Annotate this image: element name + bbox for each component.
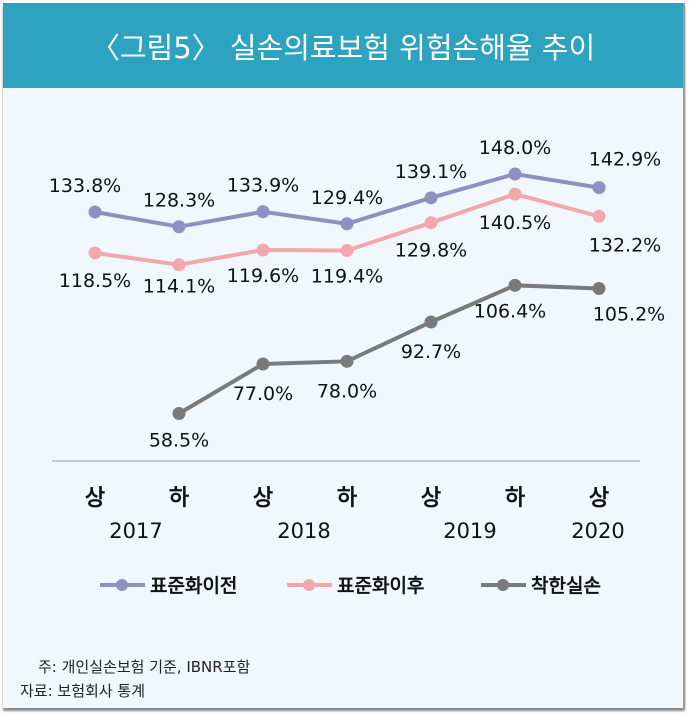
year-label: 2018 (277, 519, 330, 543)
data-label: 119.6% (227, 265, 299, 287)
data-point (592, 282, 606, 296)
data-point (592, 209, 606, 223)
data-point (88, 246, 102, 260)
data-label: 148.0% (479, 137, 551, 159)
data-point (172, 220, 186, 234)
data-point (340, 354, 354, 368)
data-label: 58.5% (149, 430, 209, 452)
data-point (172, 407, 186, 421)
legend-label: 표준화이전 (150, 575, 237, 597)
legend-marker (497, 579, 509, 591)
data-point (424, 315, 438, 329)
year-label: 2017 (109, 519, 162, 543)
source-note: 자료: 보험회사 통계 (20, 682, 145, 700)
data-label: 118.5% (59, 270, 131, 292)
data-label: 142.9% (589, 149, 661, 171)
data-label: 129.8% (395, 240, 467, 262)
chart-title: 〈그림5〉 실손의료보험 위험손해율 추이 (3, 3, 683, 88)
x-tick-label: 상 (589, 486, 609, 511)
data-point (508, 278, 522, 292)
data-point (88, 205, 102, 219)
footnote: 주: 개인실손보험 기준, IBNR포함 (38, 658, 251, 676)
x-tick-label: 하 (337, 486, 358, 511)
legend-marker (116, 579, 128, 591)
data-label: 133.8% (49, 175, 121, 197)
data-label: 139.1% (395, 161, 467, 183)
data-label: 129.4% (311, 187, 383, 209)
data-label: 133.9% (227, 175, 299, 197)
x-tick-label: 상 (253, 486, 273, 511)
data-point (256, 243, 270, 257)
data-label: 105.2% (593, 304, 665, 326)
data-label: 140.5% (479, 212, 551, 234)
data-point (424, 191, 438, 205)
data-label: 114.1% (143, 276, 215, 298)
x-tick-label: 상 (85, 486, 105, 511)
data-label: 119.4% (311, 266, 383, 288)
data-point (340, 217, 354, 231)
x-tick-label: 하 (169, 486, 190, 511)
legend-marker (303, 579, 315, 591)
data-label: 78.0% (317, 380, 377, 402)
data-label: 92.7% (401, 341, 461, 363)
legend-label: 착한실손 (531, 575, 601, 597)
year-label: 2020 (571, 519, 624, 543)
year-label: 2019 (443, 519, 496, 543)
data-point (592, 181, 606, 195)
data-label: 106.4% (474, 300, 546, 322)
data-point (256, 357, 270, 371)
data-label: 128.3% (143, 190, 215, 212)
data-point (256, 205, 270, 219)
data-point (508, 167, 522, 181)
data-point (424, 216, 438, 230)
series-line-2 (177, 283, 600, 416)
data-point (508, 187, 522, 201)
data-label: 132.2% (589, 234, 661, 256)
legend-label: 표준화이후 (337, 575, 424, 597)
figure-frame: 〈그림5〉 실손의료보험 위험손해율 추이 (3, 3, 685, 708)
x-tick-label: 상 (421, 486, 441, 511)
x-tick-label: 하 (505, 486, 526, 511)
data-point (340, 244, 354, 258)
data-point (172, 258, 186, 272)
data-label: 77.0% (233, 383, 293, 405)
